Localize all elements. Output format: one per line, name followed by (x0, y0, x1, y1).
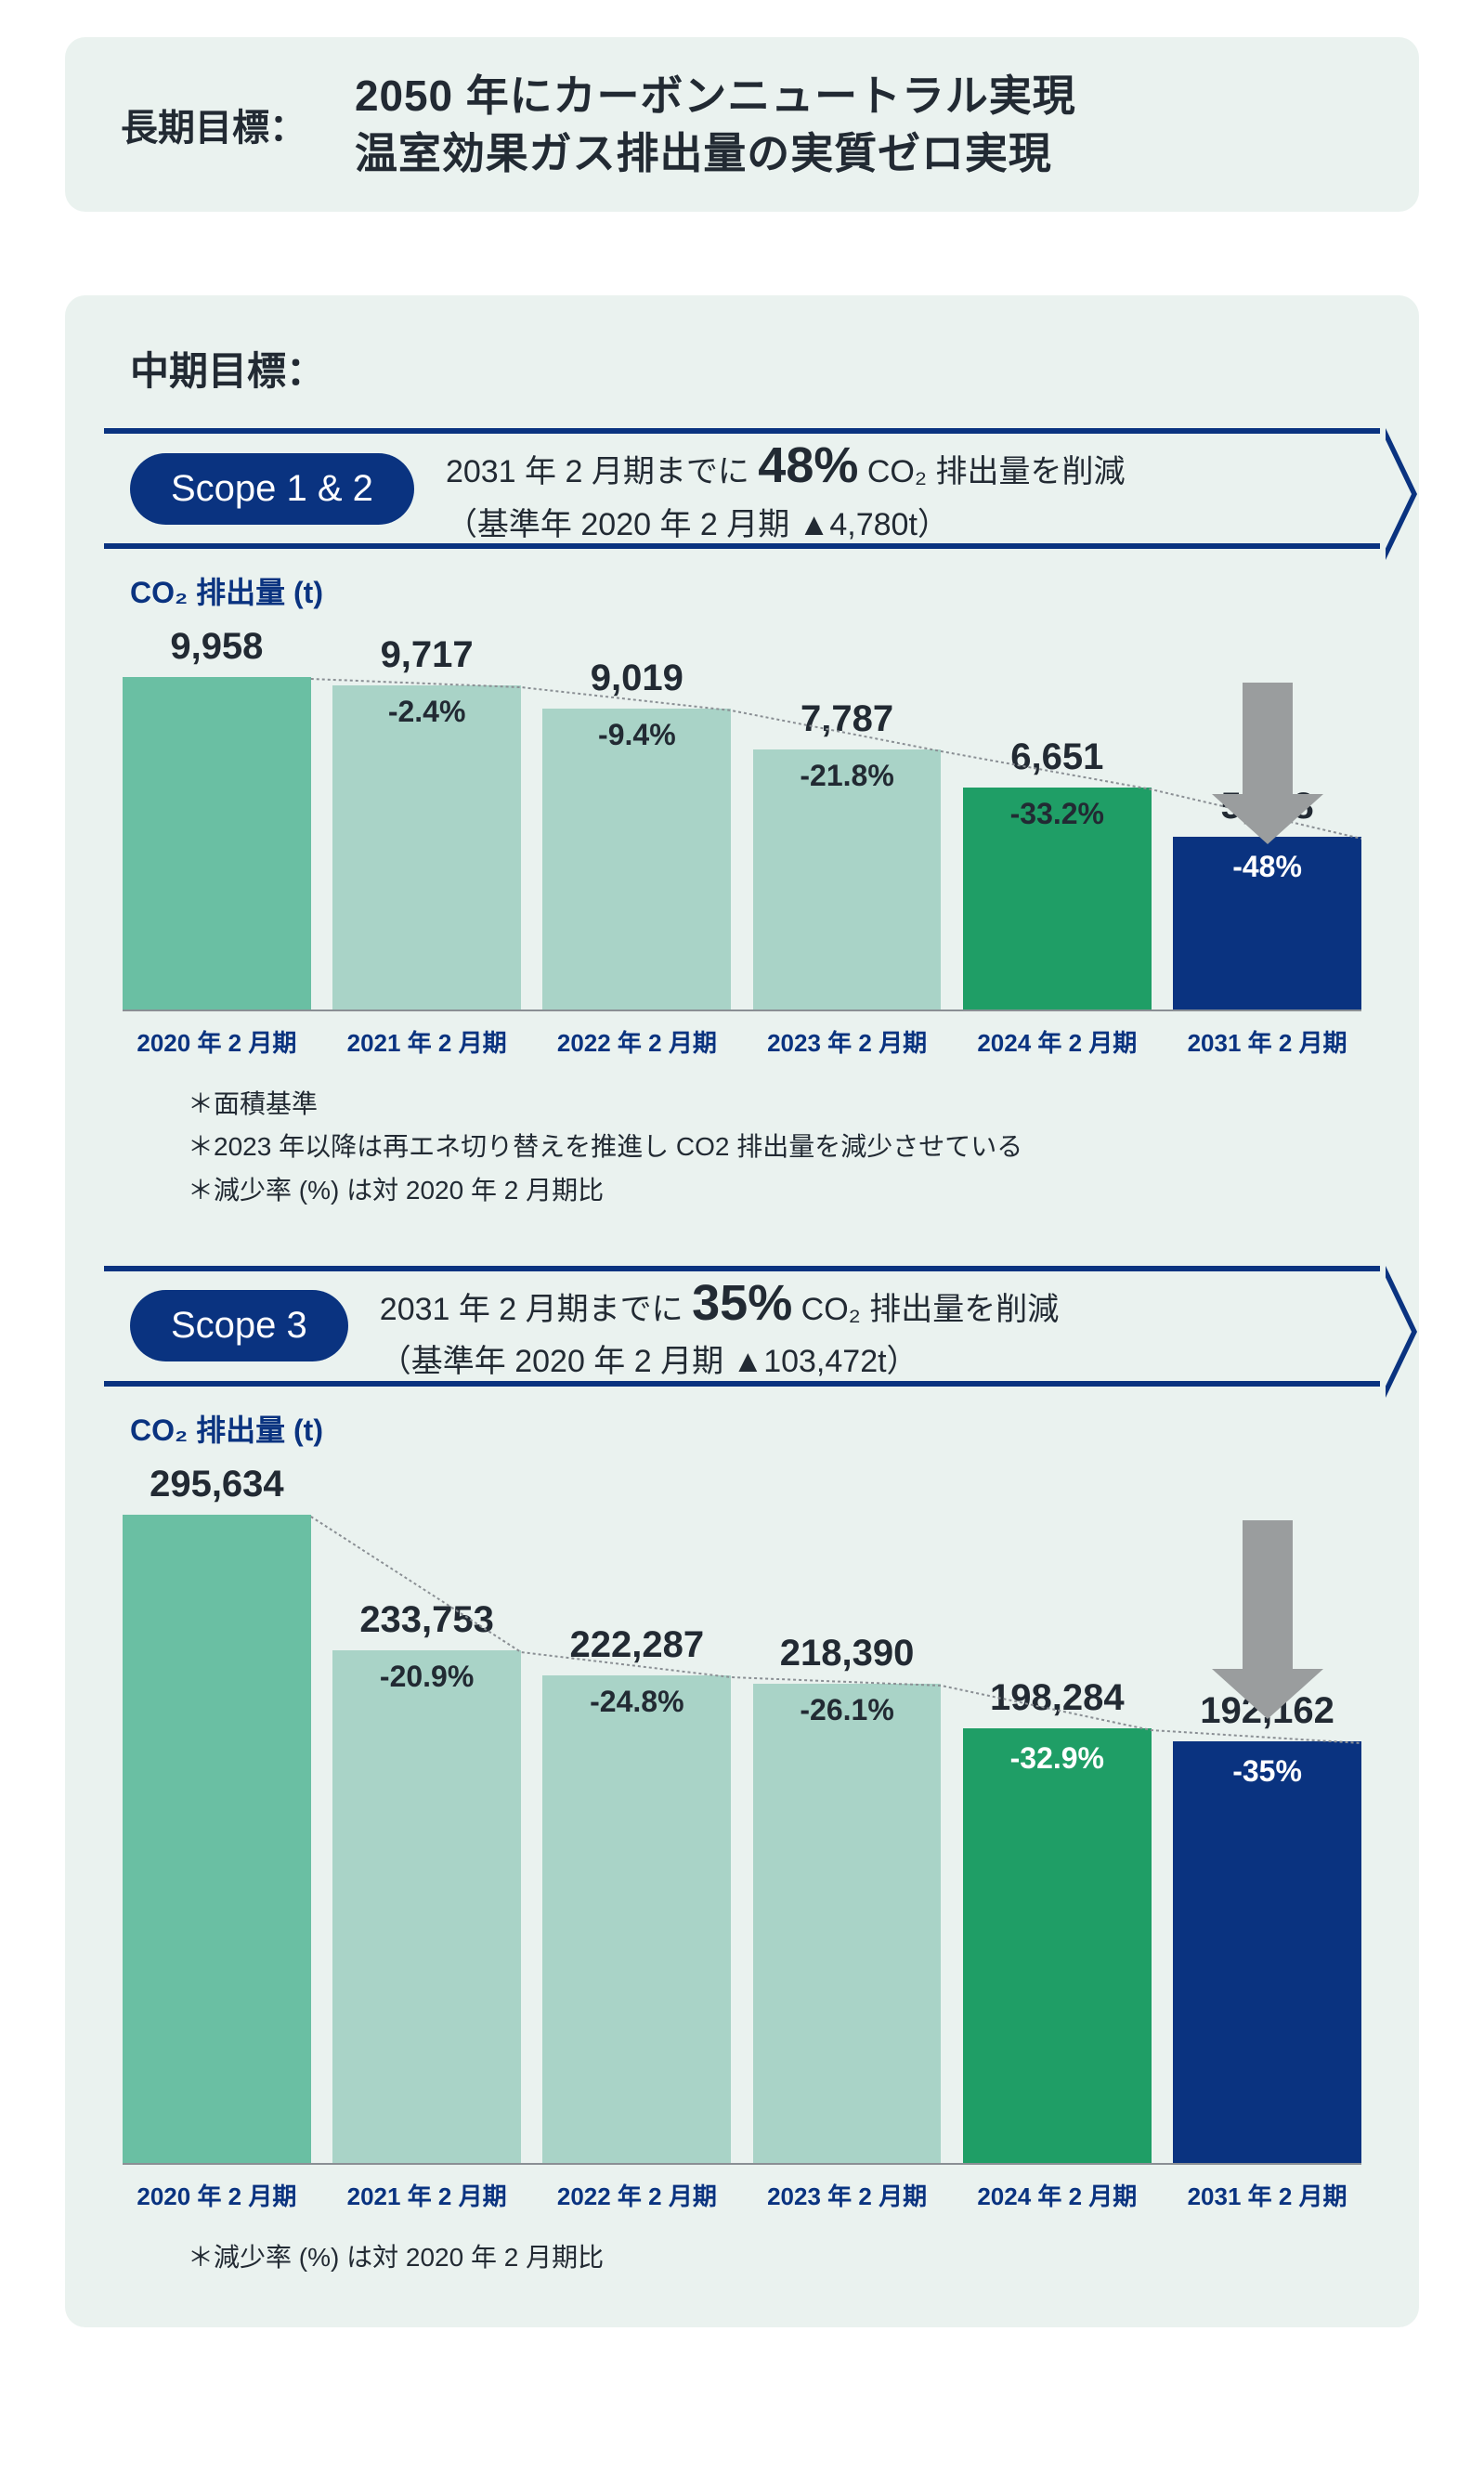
long-term-body: 2050 年にカーボンニュートラル実現 温室効果ガス排出量の実質ゼロ実現 (355, 67, 1076, 182)
bar-value-label: 9,958 (170, 626, 263, 668)
bar-value-label: 5,178 (1221, 786, 1314, 827)
bar-value-label: 6,651 (1010, 736, 1103, 778)
bars-row: 295,634 233,753 -20.9% 222,287 -24.8% 218,390… (123, 1459, 1361, 2165)
x-axis-label: 2023 年 2 月期 (753, 2178, 942, 2212)
bar-rect: -21.8% (753, 749, 942, 1010)
bars-row: 9,958 9,717 -2.4% 9,019 -9.4% 7,787 -21.8% 6,65… (123, 621, 1361, 1011)
bar-rect: -35% (1173, 1741, 1361, 2163)
bar-pct-label: -32.9% (1010, 1741, 1104, 1776)
bar-rect (123, 677, 311, 1010)
footnote-line: ＊減少率 (%) は対 2020 年 2 月期比 (188, 2236, 1380, 2279)
bar-column: 7,787 -21.8% (753, 698, 942, 1010)
bar-value-label: 9,019 (591, 658, 683, 699)
bar-value-label: 295,634 (150, 1464, 284, 1505)
bar-column: 218,390 -26.1% (753, 1633, 942, 2163)
scope-headline: 2031 年 2 月期までに 48% CO₂ 排出量を削減 （基準年 2020 … (446, 429, 1126, 548)
bar-column: 233,753 -20.9% (332, 1599, 521, 2163)
bar-pct-label: -9.4% (598, 718, 676, 752)
bar-pct-label: -33.2% (1010, 797, 1104, 831)
chart-axis-title: CO₂ 排出量 (t) (130, 1407, 1380, 1450)
bar-pct-label: -2.4% (388, 695, 466, 729)
bar-pct-label: -48% (1232, 850, 1302, 884)
bar-column: 9,958 (123, 626, 311, 1010)
mid-term-panel: 中期目標： Scope 1 & 2 2031 年 2 月期までに 48% CO₂… (65, 295, 1419, 2327)
bar-rect: -2.4% (332, 685, 521, 1010)
mid-term-label: 中期目標： (104, 340, 1380, 397)
bar-rect: -26.1% (753, 1684, 942, 2163)
x-axis-label: 2020 年 2 月期 (123, 2178, 311, 2212)
co2-bar-chart: 9,958 9,717 -2.4% 9,019 -9.4% 7,787 -21.8% 6,65… (104, 621, 1380, 1059)
x-axis-labels: 2020 年 2 月期 2021 年 2 月期 2022 年 2 月期 2023 年 … (123, 1024, 1361, 1059)
scope-ribbon: Scope 3 2031 年 2 月期までに 35% CO₂ 排出量を削減 （基… (104, 1266, 1380, 1387)
x-axis-label: 2020 年 2 月期 (123, 1024, 311, 1059)
bar-rect: -20.9% (332, 1650, 521, 2163)
x-axis-label: 2031 年 2 月期 (1173, 2178, 1361, 2212)
bar-column: 9,717 -2.4% (332, 634, 521, 1010)
scope-ribbon: Scope 1 & 2 2031 年 2 月期までに 48% CO₂ 排出量を削… (104, 428, 1380, 549)
x-axis-label: 2021 年 2 月期 (332, 2178, 521, 2212)
scope-block: Scope 1 & 2 2031 年 2 月期までに 48% CO₂ 排出量を削… (104, 428, 1380, 1212)
bar-pct-label: -21.8% (800, 759, 893, 793)
x-axis-label: 2023 年 2 月期 (753, 1024, 942, 1059)
footnote-line: ＊面積基準 (188, 1083, 1380, 1126)
scope-pill: Scope 3 (130, 1290, 348, 1361)
x-axis-label: 2031 年 2 月期 (1173, 1024, 1361, 1059)
bar-column: 198,284 -32.9% (963, 1677, 1152, 2163)
x-axis-label: 2022 年 2 月期 (542, 2178, 731, 2212)
long-term-label: 長期目標： (121, 98, 306, 151)
bar-pct-label: -20.9% (380, 1660, 474, 1694)
bar-value-label: 233,753 (359, 1599, 494, 1641)
bar-rect: -9.4% (542, 709, 731, 1010)
bar-rect: -24.8% (542, 1675, 731, 2163)
down-arrow-icon (1212, 1520, 1323, 1719)
chart-axis-title: CO₂ 排出量 (t) (130, 569, 1380, 612)
bar-rect: -33.2% (963, 788, 1152, 1010)
bar-column: 9,019 -9.4% (542, 658, 731, 1010)
bar-value-label: 222,287 (570, 1624, 705, 1666)
chart-footnotes: ＊減少率 (%) は対 2020 年 2 月期比 (104, 2236, 1380, 2279)
footnote-line: ＊2023 年以降は再エネ切り替えを推進し CO2 排出量を減少させている (188, 1126, 1380, 1168)
x-axis-label: 2022 年 2 月期 (542, 1024, 731, 1059)
bar-column: 222,287 -24.8% (542, 1624, 731, 2163)
bar-value-label: 198,284 (990, 1677, 1125, 1719)
bar-column: 6,651 -33.2% (963, 736, 1152, 1010)
x-axis-label: 2024 年 2 月期 (963, 1024, 1152, 1059)
chart-footnotes: ＊面積基準＊2023 年以降は再エネ切り替えを推進し CO2 排出量を減少させて… (104, 1083, 1380, 1212)
bar-value-label: 192,162 (1200, 1690, 1334, 1732)
x-axis-label: 2021 年 2 月期 (332, 1024, 521, 1059)
bar-value-label: 9,717 (381, 634, 474, 676)
long-term-goal-panel: 長期目標： 2050 年にカーボンニュートラル実現 温室効果ガス排出量の実質ゼロ… (65, 37, 1419, 212)
co2-bar-chart: 295,634 233,753 -20.9% 222,287 -24.8% 218,390… (104, 1459, 1380, 2212)
bar-rect: -32.9% (963, 1728, 1152, 2163)
scope-headline: 2031 年 2 月期までに 35% CO₂ 排出量を削減 （基準年 2020 … (380, 1267, 1060, 1386)
x-axis-label: 2024 年 2 月期 (963, 2178, 1152, 2212)
bar-value-label: 218,390 (780, 1633, 915, 1674)
bar-column: 295,634 (123, 1464, 311, 2163)
bar-rect (123, 1515, 311, 2163)
scope-pill: Scope 1 & 2 (130, 453, 414, 525)
bar-column: 5,178 -48% (1173, 786, 1361, 1010)
bar-value-label: 7,787 (801, 698, 893, 740)
bar-rect: -48% (1173, 837, 1361, 1010)
bar-pct-label: -24.8% (590, 1685, 683, 1719)
long-term-line2: 温室効果ガス排出量の実質ゼロ実現 (355, 129, 1052, 177)
long-term-line1: 2050 年にカーボンニュートラル実現 (355, 72, 1076, 120)
bar-pct-label: -35% (1232, 1754, 1302, 1789)
footnote-line: ＊減少率 (%) は対 2020 年 2 月期比 (188, 1169, 1380, 1212)
bar-column: 192,162 -35% (1173, 1690, 1361, 2163)
x-axis-labels: 2020 年 2 月期 2021 年 2 月期 2022 年 2 月期 2023 年 … (123, 2178, 1361, 2212)
bar-pct-label: -26.1% (800, 1693, 893, 1727)
scope-block: Scope 3 2031 年 2 月期までに 35% CO₂ 排出量を削減 （基… (104, 1266, 1380, 2279)
